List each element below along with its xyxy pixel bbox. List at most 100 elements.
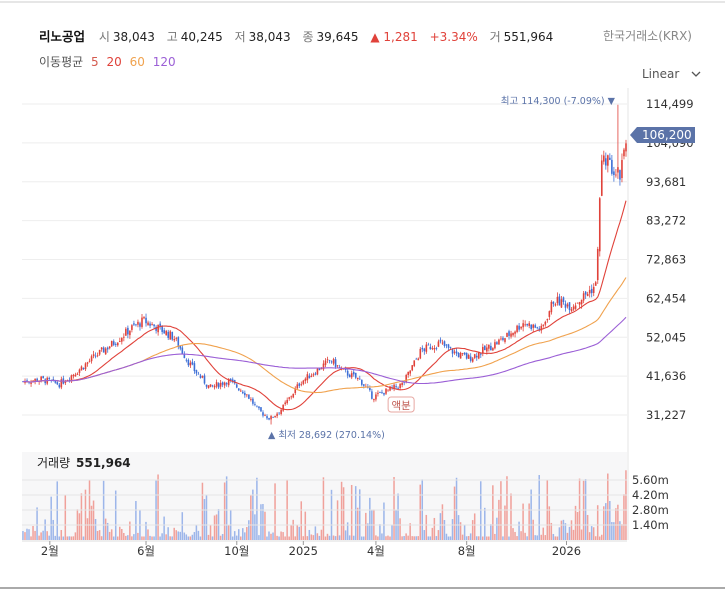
- ma-60[interactable]: 60: [129, 55, 145, 69]
- candle-body: [187, 359, 190, 366]
- volume-bar: [125, 535, 127, 540]
- volume-bar: [348, 535, 351, 540]
- candle-body: [520, 326, 522, 329]
- open-value: 38,043: [112, 30, 155, 44]
- volume-bar: [127, 535, 129, 540]
- volume-bar: [407, 535, 409, 540]
- candle-body: [358, 378, 361, 380]
- ma-120[interactable]: 120: [152, 55, 176, 69]
- candle-body: [324, 360, 327, 365]
- volume-bar: [356, 507, 359, 540]
- candle-body: [598, 198, 601, 252]
- candle-body: [562, 297, 565, 302]
- volume-bar: [510, 493, 512, 540]
- candle-body: [104, 348, 107, 355]
- volume-bar: [221, 533, 224, 540]
- candle-body: [574, 305, 577, 309]
- x-tick-label: 10월: [224, 544, 249, 558]
- volume-bar: [459, 522, 462, 540]
- volume-bar: [332, 535, 335, 540]
- candle-body: [292, 393, 295, 398]
- volume-bar: [207, 534, 210, 540]
- candle-body: [399, 383, 401, 389]
- volume-bar: [78, 513, 81, 540]
- volume-bar: [488, 536, 490, 540]
- volume-bar: [302, 536, 305, 540]
- volume-bar: [262, 504, 264, 540]
- candle-body: [256, 405, 258, 407]
- candle-body: [145, 317, 147, 324]
- candle-body: [284, 402, 286, 405]
- candle-body: [36, 378, 38, 382]
- candle-body: [350, 373, 353, 378]
- ma-20[interactable]: 20: [106, 55, 122, 69]
- volume-bar: [288, 536, 290, 540]
- volume-bar: [195, 524, 198, 540]
- volume-bar: [508, 536, 510, 540]
- volume-bar: [141, 536, 143, 540]
- candle-body: [302, 380, 305, 384]
- volume-bar: [516, 536, 518, 540]
- volume-bar: [568, 526, 571, 540]
- candle-body: [227, 379, 230, 386]
- volume-bar: [280, 531, 282, 540]
- volume-tick-label: 4.20m: [632, 488, 669, 502]
- candle-body: [377, 392, 379, 394]
- candle-body: [30, 382, 32, 384]
- candle-body: [594, 282, 597, 286]
- candle-body: [334, 359, 337, 368]
- volume-bar: [129, 521, 131, 540]
- candle-body: [518, 325, 520, 330]
- candle-body: [76, 373, 79, 375]
- volume-bar: [24, 532, 26, 540]
- candle-body: [48, 377, 51, 380]
- candle-body: [484, 345, 486, 351]
- candle-body: [264, 415, 266, 417]
- candle-body: [258, 406, 260, 409]
- volume-bar: [387, 535, 389, 540]
- volume-bar: [576, 512, 579, 540]
- scale-selector[interactable]: Linear: [642, 67, 701, 81]
- candle-body: [268, 418, 270, 420]
- candle-body: [288, 397, 291, 399]
- ma-20-line: [22, 200, 627, 411]
- candle-body: [149, 323, 151, 326]
- volume-bar: [566, 532, 569, 540]
- volume-bar: [530, 489, 532, 540]
- candle-body: [143, 317, 145, 319]
- candle-body: [576, 302, 579, 304]
- candle-body: [330, 361, 333, 363]
- volume-bar: [494, 533, 496, 540]
- candle-body: [516, 325, 518, 332]
- candle-body: [40, 376, 42, 381]
- candle-body: [294, 388, 297, 394]
- volume-bar: [133, 534, 135, 540]
- ma-5[interactable]: 5: [91, 55, 99, 69]
- candle-body: [558, 296, 561, 306]
- candle-body: [332, 359, 335, 364]
- volume-bar: [137, 532, 139, 540]
- candle-body: [479, 353, 482, 355]
- volume-bar: [536, 535, 538, 540]
- candle-body: [592, 286, 595, 293]
- volume-bar: [502, 536, 504, 540]
- candle-body: [278, 412, 280, 414]
- candle-body: [157, 324, 159, 333]
- volume-bar: [310, 534, 313, 540]
- candle-body: [60, 379, 63, 388]
- volume-value: 551,964: [503, 30, 554, 44]
- candle-body: [504, 338, 506, 342]
- volume-bar: [274, 483, 276, 540]
- candle-body: [445, 344, 448, 346]
- candle-body: [393, 384, 395, 389]
- volume-bar: [437, 530, 440, 540]
- volume-bar: [588, 532, 591, 540]
- price-tick-label: 52,045: [646, 330, 686, 344]
- candle-body: [320, 368, 323, 370]
- volume-bar: [401, 536, 403, 540]
- price-summary: 리노공업 시 38,043 고 40,245 저 38,043 종 39,645 ▲ 1…: [39, 26, 561, 45]
- candle-body: [123, 336, 125, 338]
- candle-body: [433, 348, 436, 350]
- volume-bar: [213, 515, 216, 540]
